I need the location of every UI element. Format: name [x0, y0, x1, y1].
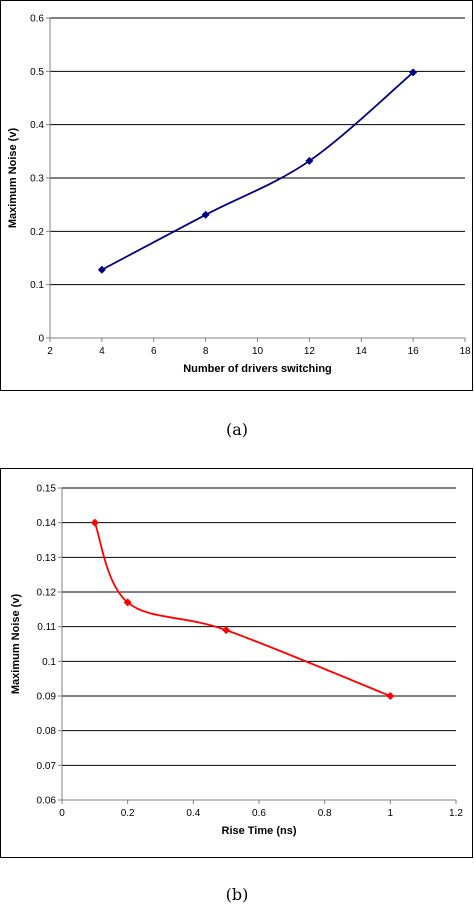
chart-a-data-point [305, 156, 314, 165]
chart-a-data-point [409, 68, 418, 77]
chart-a-y-axis-title: Maximum Noise (v) [7, 128, 19, 229]
chart-b-x-tick-label: 0.6 [252, 808, 266, 819]
chart-a-x-axis-title: Number of drivers switching [183, 363, 332, 375]
chart-a: 0 0.1 0.2 0.3 0.4 0.5 0.6 2 4 6 8 10 12 14 16 18 Number … [0, 0, 474, 395]
chart-b-data-point [386, 692, 395, 700]
chart-a-y-tick-label: 0.2 [30, 227, 44, 238]
chart-b-y-tick-label: 0.15 [37, 484, 57, 495]
chart-b-data-point [123, 598, 132, 607]
chart-a-x-tick-label: 2 [47, 346, 53, 357]
chart-a-x-tick-label: 6 [151, 346, 157, 357]
chart-a-x-tick-label: 12 [304, 346, 316, 357]
chart-a-series-line [101, 71, 414, 271]
chart-a-x-tick-label: 10 [252, 346, 264, 357]
chart-a-y-tick-label: 0.3 [30, 174, 44, 185]
chart-a-svg: 0 0.1 0.2 0.3 0.4 0.5 0.6 2 4 6 8 10 12 14 16 18 Number … [7, 14, 471, 376]
chart-b-data-point [222, 626, 231, 635]
chart-a-frame [0, 0, 473, 391]
chart-a-y-tick-label: 0.1 [30, 280, 44, 291]
chart-a-y-tick-label: 0.5 [30, 67, 44, 78]
chart-b-y-tick-label: 0.07 [37, 761, 57, 772]
chart-b-y-tick-label: 0.09 [37, 692, 57, 703]
chart-b-svg: 0.06 0.07 0.08 0.09 0.1 0.11 0.12 0.13 0.14 0.15 0… [10, 484, 463, 838]
chart-b-x-tick-label: 0 [59, 808, 65, 819]
chart-a-x-tick-label: 16 [408, 346, 420, 357]
chart-b-y-tick-label: 0.08 [37, 726, 57, 737]
chart-b-y-tick-label: 0.11 [37, 622, 56, 633]
chart-b-series-line [93, 522, 391, 697]
chart-a-y-tick-label: 0.4 [30, 120, 44, 131]
caption-a: (a) [225, 420, 249, 439]
chart-b-x-tick-label: 1 [388, 808, 394, 819]
chart-b-x-tick-label: 0.4 [186, 808, 200, 819]
chart-a-data-point [201, 210, 210, 219]
chart-a-y-tick-label: 0.6 [30, 14, 44, 25]
chart-b: 0.06 0.07 0.08 0.09 0.1 0.11 0.12 0.13 0.14 0.15 0… [0, 468, 474, 860]
chart-b-x-tick-label: 0.2 [121, 808, 135, 819]
chart-a-x-tick-label: 4 [99, 346, 105, 357]
chart-b-data-point [90, 518, 99, 527]
caption-b: (b) [225, 885, 249, 904]
chart-b-y-tick-label: 0.06 [37, 796, 57, 807]
chart-a-x-tick-label: 14 [356, 346, 368, 357]
chart-b-x-tick-label: 0.8 [318, 808, 332, 819]
chart-b-y-tick-label: 0.14 [37, 518, 57, 529]
chart-b-x-tick-label: 1.2 [449, 808, 463, 819]
chart-a-x-tick-label: 8 [203, 346, 209, 357]
chart-a-data-point [97, 265, 106, 274]
chart-b-y-tick-label: 0.13 [37, 553, 57, 564]
chart-b-x-axis-title: Rise Time (ns) [222, 825, 297, 837]
chart-b-y-tick-label: 0.12 [37, 588, 57, 599]
chart-a-x-tick-label: 18 [459, 346, 471, 357]
chart-b-frame [0, 468, 473, 858]
chart-b-y-axis-title: Maximum Noise (v) [10, 594, 22, 695]
chart-a-y-tick-label: 0 [38, 334, 44, 345]
chart-b-y-tick-label: 0.1 [42, 657, 56, 668]
